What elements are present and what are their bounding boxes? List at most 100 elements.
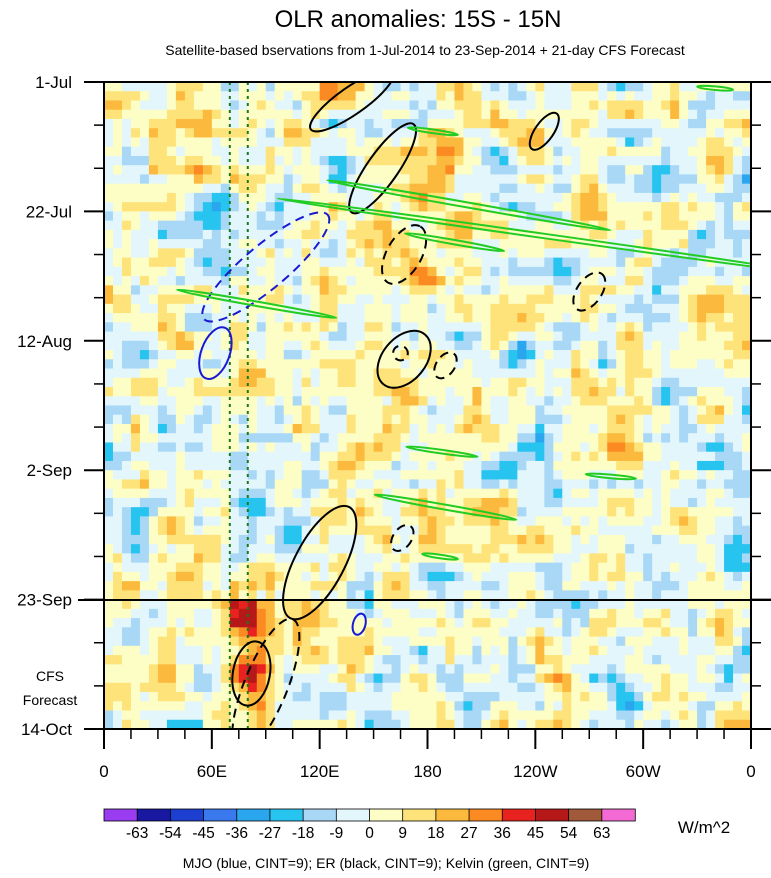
anomaly-cell <box>274 303 285 314</box>
anomaly-cell <box>652 313 662 323</box>
anomaly-cell <box>526 525 536 536</box>
anomaly-cell <box>247 82 258 92</box>
anomaly-cell <box>598 516 608 527</box>
anomaly-cell <box>292 479 303 490</box>
anomaly-cell <box>364 239 375 249</box>
anomaly-cell <box>634 82 644 92</box>
anomaly-cell <box>688 664 698 675</box>
anomaly-cell <box>607 322 617 333</box>
anomaly-cell <box>742 636 751 647</box>
anomaly-cell <box>283 571 294 582</box>
anomaly-cell <box>472 220 483 231</box>
anomaly-cell <box>130 645 141 656</box>
anomaly-cell <box>724 350 734 360</box>
anomaly-cell <box>256 710 267 721</box>
anomaly-cell <box>193 692 204 702</box>
anomaly-cell <box>490 664 500 675</box>
anomaly-cell <box>328 553 339 564</box>
anomaly-cell <box>679 645 689 656</box>
anomaly-cell <box>202 313 213 323</box>
anomaly-cell <box>499 627 509 638</box>
anomaly-cell <box>157 581 168 591</box>
anomaly-cell <box>121 211 132 222</box>
anomaly-cell <box>625 405 635 416</box>
anomaly-cell <box>616 618 626 628</box>
anomaly-cell <box>481 387 492 397</box>
anomaly-cell <box>121 118 132 129</box>
anomaly-cell <box>104 701 114 712</box>
anomaly-cell <box>220 423 231 434</box>
anomaly-cell <box>274 571 285 582</box>
anomaly-cell <box>724 100 734 111</box>
anomaly-cell <box>508 423 518 434</box>
anomaly-cell <box>382 645 393 656</box>
anomaly-cell <box>445 618 456 628</box>
anomaly-cell <box>274 645 285 656</box>
anomaly-cell <box>562 155 572 166</box>
anomaly-cell <box>661 128 671 139</box>
anomaly-cell <box>607 257 617 268</box>
anomaly-cell <box>175 608 186 619</box>
anomaly-cell <box>175 377 186 388</box>
anomaly-cell <box>184 608 195 619</box>
anomaly-cell <box>229 636 240 647</box>
anomaly-cell <box>184 710 195 721</box>
anomaly-cell <box>211 433 222 444</box>
anomaly-cell <box>553 91 563 102</box>
anomaly-cell <box>337 396 348 407</box>
anomaly-cell <box>328 276 339 286</box>
anomaly-cell <box>256 470 267 481</box>
anomaly-cell <box>391 479 402 490</box>
anomaly-cell <box>184 155 195 166</box>
anomaly-cell <box>130 590 141 601</box>
anomaly-cell <box>445 581 456 591</box>
anomaly-cell <box>724 470 734 481</box>
anomaly-cell <box>148 165 159 176</box>
anomaly-cell <box>157 82 168 92</box>
anomaly-cell <box>247 442 258 453</box>
anomaly-cell <box>742 645 751 656</box>
anomaly-cell <box>463 655 474 665</box>
anomaly-cell <box>652 497 662 508</box>
anomaly-cell <box>355 525 366 536</box>
anomaly-cell <box>328 239 339 249</box>
anomaly-cell <box>553 165 563 176</box>
anomaly-cell <box>148 414 159 425</box>
anomaly-cell <box>607 562 617 573</box>
anomaly-cell <box>634 618 644 628</box>
anomaly-cell <box>598 183 608 194</box>
anomaly-cell <box>130 470 141 481</box>
anomaly-cell <box>292 701 303 712</box>
anomaly-cell <box>490 146 500 157</box>
anomaly-cell <box>634 229 644 240</box>
anomaly-cell <box>625 377 635 388</box>
anomaly-cell <box>634 266 644 277</box>
anomaly-cell <box>148 239 159 249</box>
anomaly-cell <box>104 303 114 314</box>
anomaly-cell <box>301 303 312 314</box>
anomaly-cell <box>202 202 213 212</box>
anomaly-cell <box>508 350 518 360</box>
anomaly-cell <box>355 479 366 490</box>
anomaly-cell <box>373 294 384 305</box>
anomaly-cell <box>175 451 186 462</box>
anomaly-cell <box>535 414 545 425</box>
anomaly-cell <box>391 618 402 628</box>
anomaly-cell <box>328 405 339 416</box>
anomaly-cell <box>472 137 483 148</box>
anomaly-cell <box>472 248 483 259</box>
anomaly-cell <box>274 636 285 647</box>
anomaly-cell <box>175 322 186 333</box>
anomaly-cell <box>148 118 159 129</box>
anomaly-cell <box>211 313 222 323</box>
anomaly-cell <box>175 239 186 249</box>
anomaly-cell <box>193 507 204 518</box>
anomaly-cell <box>481 433 492 444</box>
anomaly-cell <box>130 460 141 471</box>
anomaly-cell <box>634 470 644 481</box>
anomaly-cell <box>319 137 330 148</box>
anomaly-cell <box>634 645 644 656</box>
anomaly-cell <box>166 192 177 203</box>
anomaly-cell <box>409 285 420 296</box>
anomaly-cell <box>104 507 114 518</box>
